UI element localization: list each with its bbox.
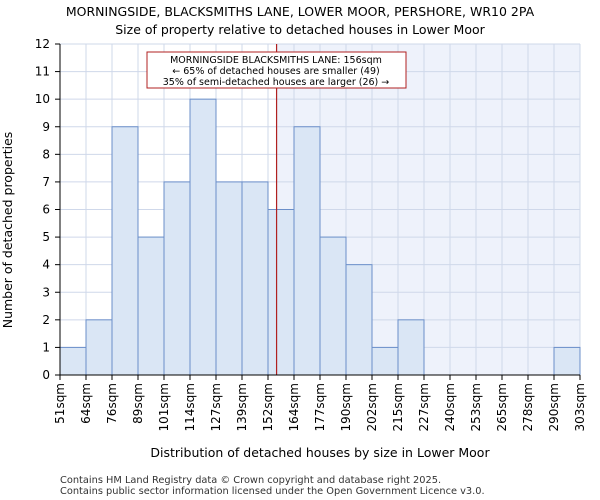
bar-89sqm <box>137 236 165 376</box>
x-tick-label-139sqm: 139sqm <box>235 383 249 431</box>
x-tick-label-253sqm: 253sqm <box>469 383 483 431</box>
y-axis-label: Number of detached properties <box>0 132 15 329</box>
y-tick-label-2: 2 <box>42 313 50 327</box>
x-tick-label-101sqm: 101sqm <box>157 383 171 431</box>
y-tick-label-12: 12 <box>35 37 50 51</box>
x-axis-label: Distribution of detached houses by size … <box>150 445 490 460</box>
annotation-box: MORNINGSIDE BLACKSMITHS LANE: 156sqm ← 6… <box>146 51 407 89</box>
bar-51sqm <box>59 346 87 376</box>
y-tick-label-8: 8 <box>42 147 50 161</box>
bar-76sqm <box>111 126 139 376</box>
x-tick-label-51sqm: 51sqm <box>53 383 67 424</box>
bar-152sqm <box>267 209 295 376</box>
bar-177sqm <box>319 236 347 376</box>
x-tick-label-265sqm: 265sqm <box>495 383 509 431</box>
bar-64sqm <box>85 319 113 376</box>
bar-114sqm <box>189 98 217 376</box>
x-tick-label-303sqm: 303sqm <box>573 383 587 431</box>
x-tick-label-76sqm: 76sqm <box>105 383 119 424</box>
x-tick-label-127sqm: 127sqm <box>209 383 223 431</box>
chart-subtitle: Size of property relative to detached ho… <box>115 22 485 37</box>
y-tick-label-3: 3 <box>42 285 50 299</box>
footer-line-2: Contains public sector information licen… <box>60 486 485 497</box>
bar-101sqm <box>163 181 191 376</box>
y-tick-label-6: 6 <box>42 203 50 217</box>
chart-title: MORNINGSIDE, BLACKSMITHS LANE, LOWER MOO… <box>66 4 535 19</box>
y-tick-label-5: 5 <box>42 230 50 244</box>
x-tick-label-240sqm: 240sqm <box>443 383 457 431</box>
x-axis: 51sqm 64sqm 76sqm 89sqm 101sqm 114sqm 127sqm 13… <box>53 374 587 431</box>
x-tick-label-152sqm: 152sqm <box>261 383 275 431</box>
y-tick-label-4: 4 <box>42 258 50 272</box>
footer-line-1: Contains HM Land Registry data © Crown c… <box>60 475 441 486</box>
bars <box>59 98 581 376</box>
x-tick-label-202sqm: 202sqm <box>365 383 379 431</box>
x-tick-label-215sqm: 215sqm <box>391 383 405 431</box>
y-tick-label-11: 11 <box>35 65 50 79</box>
bar-139sqm <box>241 181 269 376</box>
bar-127sqm <box>215 181 243 376</box>
y-tick-label-0: 0 <box>42 368 50 382</box>
annotation-line-2: ← 65% of detached houses are smaller (49… <box>172 66 379 77</box>
y-tick-label-10: 10 <box>35 92 50 106</box>
y-tick-label-1: 1 <box>42 340 50 354</box>
bar-215sqm <box>397 319 425 376</box>
x-tick-label-190sqm: 190sqm <box>339 383 353 431</box>
bar-164sqm <box>293 126 321 376</box>
annotation-line-3: 35% of semi-detached houses are larger (… <box>163 77 390 88</box>
x-tick-label-114sqm: 114sqm <box>183 383 197 431</box>
x-tick-label-278sqm: 278sqm <box>521 383 535 431</box>
y-tick-label-7: 7 <box>42 175 50 189</box>
x-tick-label-64sqm: 64sqm <box>79 383 93 424</box>
annotation-frame <box>146 51 407 89</box>
x-tick-label-177sqm: 177sqm <box>313 383 327 431</box>
bar-190sqm <box>345 264 373 376</box>
x-tick-label-89sqm: 89sqm <box>131 383 145 424</box>
bar-202sqm <box>371 346 399 376</box>
x-tick-label-164sqm: 164sqm <box>287 383 301 431</box>
x-tick-label-290sqm: 290sqm <box>547 383 561 431</box>
bar-290sqm <box>553 346 581 376</box>
y-tick-label-9: 9 <box>42 120 50 134</box>
annotation-line-1: MORNINGSIDE BLACKSMITHS LANE: 156sqm <box>170 55 382 66</box>
x-tick-label-227sqm: 227sqm <box>417 383 431 431</box>
